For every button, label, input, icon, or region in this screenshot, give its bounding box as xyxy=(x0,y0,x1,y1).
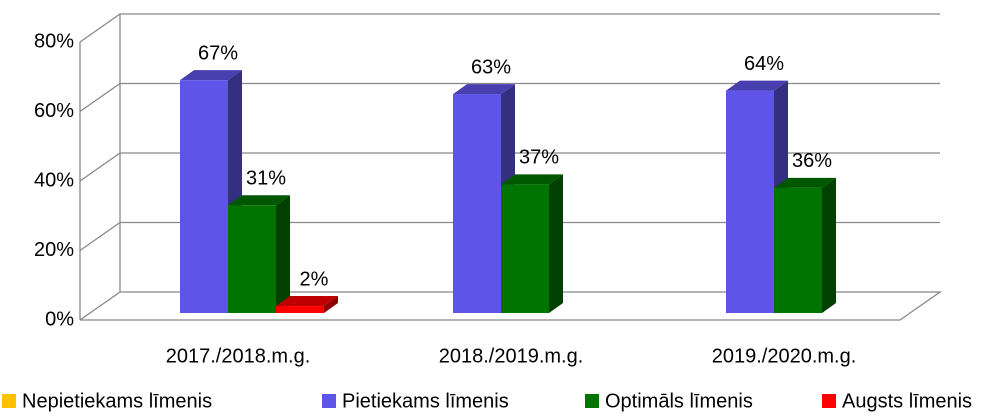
bar-front xyxy=(774,187,822,313)
bar-top xyxy=(180,70,242,81)
data-label: 36% xyxy=(792,150,832,172)
y-tick-label: 40% xyxy=(34,169,74,191)
bar xyxy=(228,195,290,313)
legend-label: Nepietiekams līmenis xyxy=(22,390,212,412)
bar-front xyxy=(276,306,324,313)
grid-line xyxy=(79,291,943,321)
bar-top xyxy=(501,174,563,185)
bar-top xyxy=(228,195,290,206)
legend-swatch xyxy=(822,394,836,408)
data-label: 67% xyxy=(198,42,238,64)
legend-swatch xyxy=(2,394,16,408)
x-tick-label: 2019./2020.m.g. xyxy=(712,345,857,367)
x-tick-label: 2018./2019.m.g. xyxy=(439,345,584,367)
data-label: 2% xyxy=(300,268,329,290)
bar-top xyxy=(726,80,788,91)
bar-front xyxy=(180,80,228,313)
y-tick-label: 0% xyxy=(45,308,74,330)
y-tick-label: 80% xyxy=(34,30,74,52)
legend-label: Pietiekams līmenis xyxy=(342,390,509,412)
data-label: 63% xyxy=(471,56,511,78)
data-label: 37% xyxy=(519,147,559,169)
grid-line xyxy=(79,13,940,43)
bar-front xyxy=(453,94,501,313)
legend-label: Optimāls līmenis xyxy=(605,390,753,412)
bar-top xyxy=(774,177,836,188)
y-tick-label: 60% xyxy=(34,100,74,122)
x-tick-label: 2017./2018.m.g. xyxy=(166,345,311,367)
legend-label: Augsts līmenis xyxy=(842,390,972,412)
bar xyxy=(276,296,338,313)
bar-side xyxy=(549,174,563,313)
bar-side xyxy=(822,177,836,313)
bar xyxy=(501,174,563,313)
bar-front xyxy=(228,205,276,313)
legend-swatch xyxy=(322,394,336,408)
legend-swatch xyxy=(585,394,599,408)
data-label: 64% xyxy=(744,53,784,75)
bar xyxy=(774,177,836,313)
bar-front xyxy=(726,90,774,313)
bar-side xyxy=(324,296,338,313)
y-tick-label: 20% xyxy=(34,239,74,261)
bar-top xyxy=(276,296,338,307)
bar-side xyxy=(276,195,290,313)
bar-top xyxy=(453,84,515,95)
data-label: 31% xyxy=(246,168,286,190)
bar-front xyxy=(501,184,549,313)
